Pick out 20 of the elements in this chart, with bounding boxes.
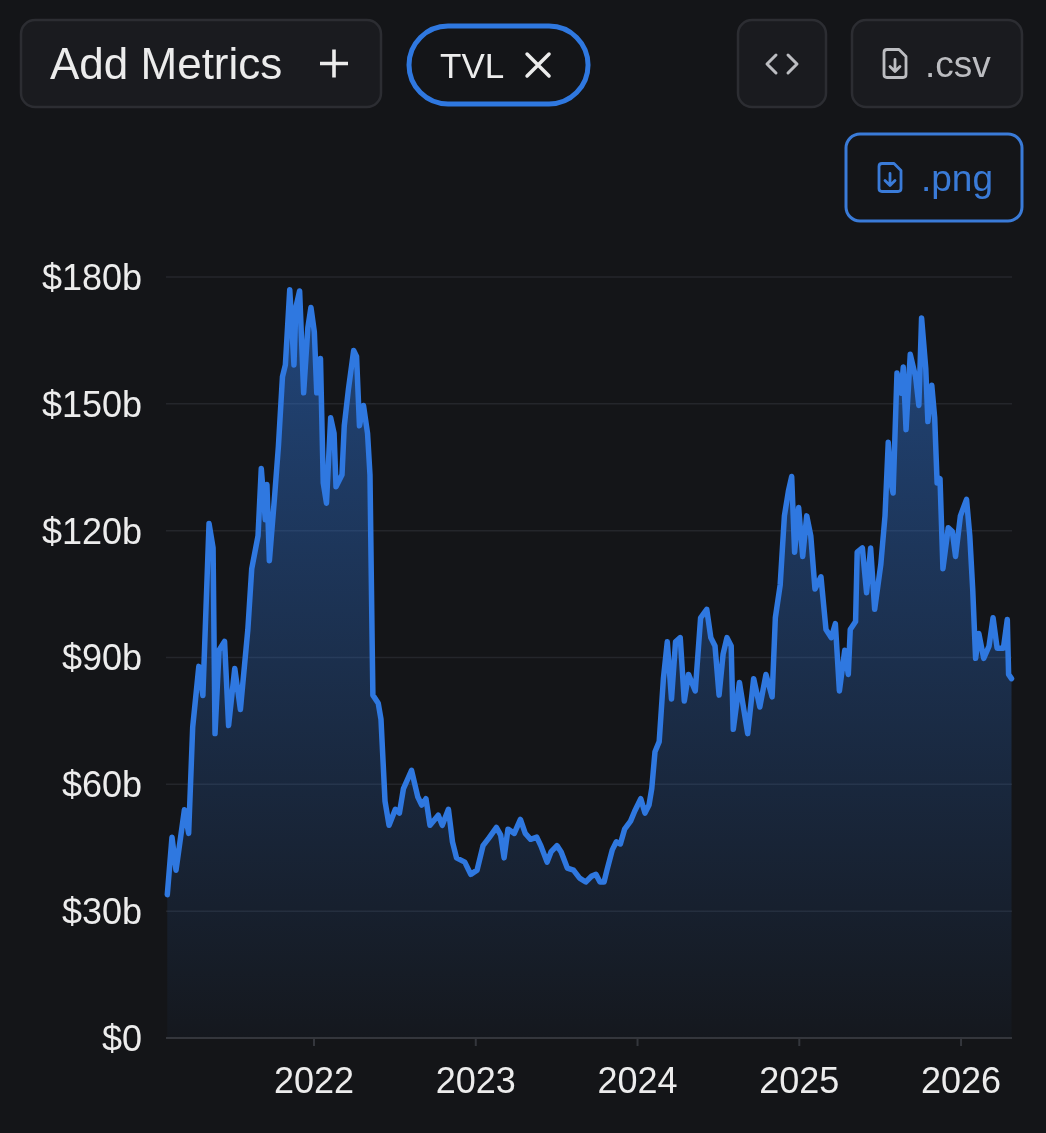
y-tick-label: $60b [61, 764, 142, 806]
y-tick-label: $30b [61, 891, 142, 933]
x-tick-label: 2024 [597, 1059, 678, 1101]
y-tick-label: $0 [101, 1017, 142, 1059]
png-download-button[interactable] [844, 132, 1024, 223]
x-tick-label: 2025 [759, 1059, 840, 1101]
legend-label: TVL [440, 45, 505, 85]
x-tick-label: 2022 [273, 1059, 355, 1101]
add-button[interactable] [19, 18, 383, 109]
text: Add Metrics [50, 39, 283, 89]
y-tick-label: $180b [41, 256, 142, 298]
x-tick-label: 2026 [921, 1059, 1002, 1101]
csv-download-button[interactable] [850, 18, 1024, 109]
x-tick-label: 2023 [435, 1059, 516, 1101]
y-tick-label: $90b [61, 637, 142, 679]
y-tick-label: $150b [41, 383, 142, 425]
code-button[interactable] [736, 18, 828, 109]
text: .csv [925, 43, 992, 85]
y-tick-label: $120b [41, 510, 142, 552]
text: .png [921, 157, 994, 199]
